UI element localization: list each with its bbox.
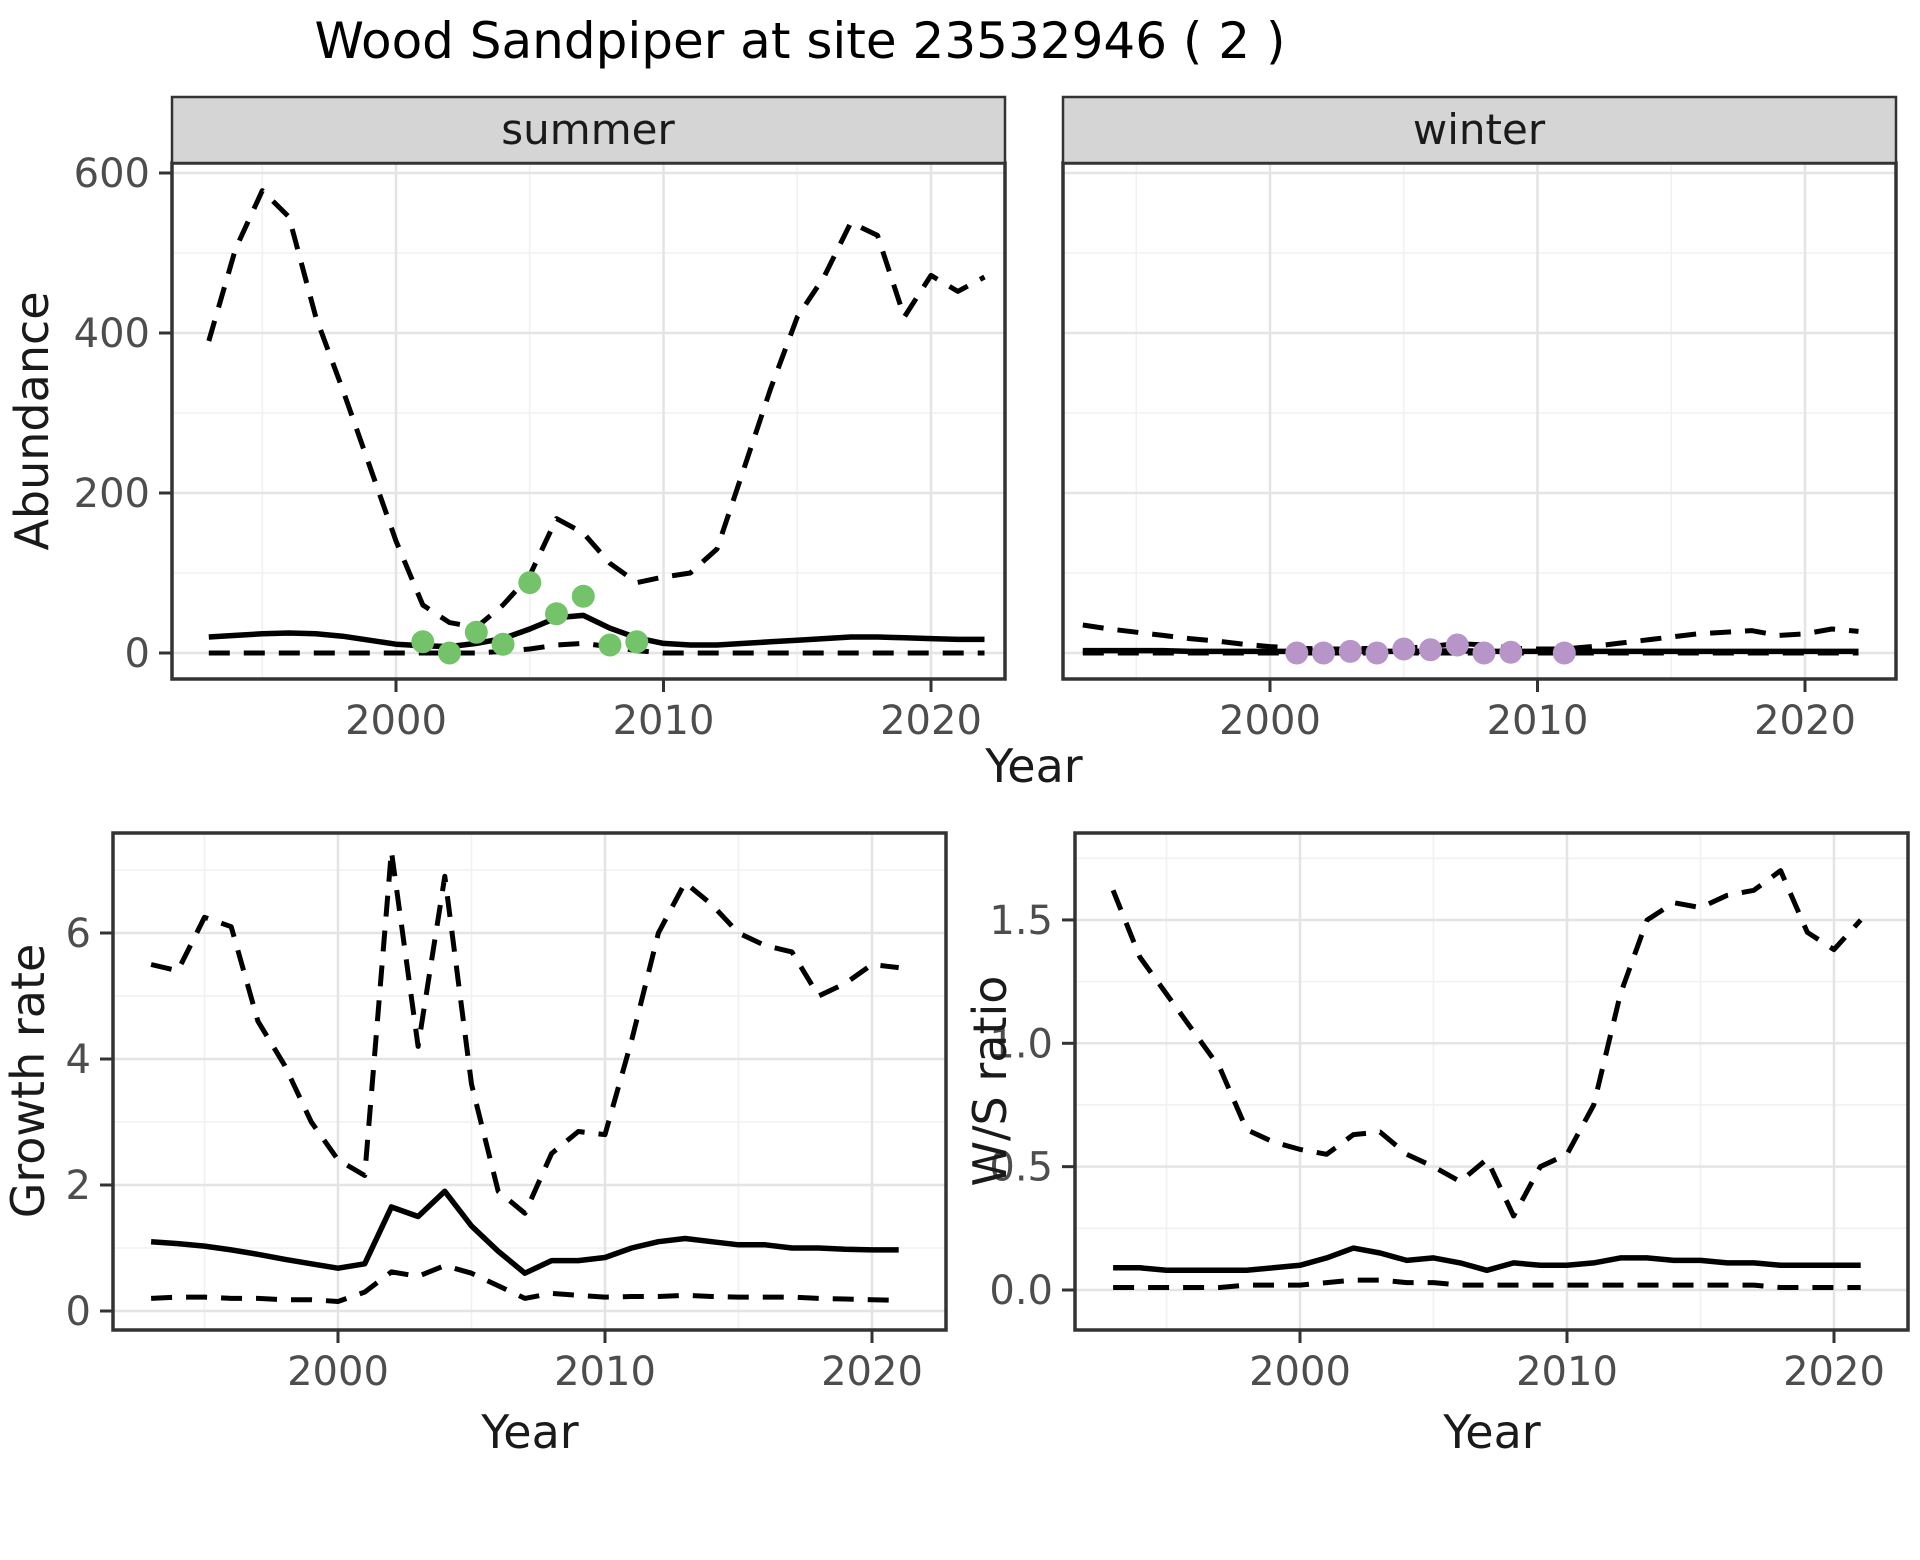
- panel-background: [1075, 833, 1908, 1330]
- x-tick-label: 2010: [1487, 698, 1589, 744]
- ws_ratio-panel: 0.0 0.5 1.0 1.5 2000 2010 2020: [989, 831, 1910, 1395]
- y-tick-label: 6: [66, 911, 91, 957]
- observation-point: [1338, 639, 1362, 663]
- panel-border: [111, 831, 948, 1332]
- y-tick-label: 1.0: [989, 1021, 1053, 1067]
- y-tick-label: 2: [66, 1163, 91, 1209]
- x-tick-label: 2020: [1754, 698, 1856, 744]
- facet-strip: [170, 95, 1007, 165]
- observation-point: [464, 620, 488, 644]
- year-axis-title-bottom-left: Year: [480, 1405, 578, 1459]
- x-tick-label: 2000: [345, 698, 447, 744]
- observation-point: [1552, 641, 1576, 665]
- panel-background: [113, 833, 946, 1330]
- observation-point: [598, 633, 622, 657]
- year-axis-title-top: Year: [984, 739, 1082, 793]
- facet-strip: [1061, 95, 1898, 165]
- observation-point: [1419, 638, 1442, 662]
- lower-95ci-line: [1113, 1277, 1861, 1290]
- median-line: [1113, 1245, 1861, 1274]
- y-tick-label: 4: [66, 1037, 91, 1083]
- year-axis-title-bottom-right: Year: [1442, 1405, 1540, 1459]
- observation-point: [1472, 641, 1496, 665]
- observation-point: [571, 584, 595, 608]
- observation-point: [411, 630, 435, 654]
- lower-95ci-line: [150, 1263, 899, 1304]
- growth_rate-panel: 0 2 4 6 2000 2010 2020: [66, 831, 948, 1395]
- y-tick-label: 0: [66, 1289, 91, 1335]
- observation-point: [491, 632, 515, 656]
- facet-strip-label-summer: summer: [501, 105, 675, 154]
- observation-point: [1445, 633, 1469, 657]
- upper-95ci-line: [1082, 622, 1859, 652]
- x-tick-label: 2000: [1249, 1349, 1351, 1395]
- observation-point: [1392, 637, 1416, 661]
- upper-95ci-line: [1110, 868, 1863, 1219]
- y-tick-label: 0: [125, 631, 150, 677]
- figure-title: Wood Sandpiper at site 23532946 ( 2 ): [314, 12, 1285, 70]
- lower-95ci-line: [208, 640, 985, 656]
- observation-point: [545, 602, 568, 626]
- median-line: [208, 612, 985, 650]
- observation-point: [625, 630, 649, 654]
- observation-point: [518, 571, 542, 595]
- x-tick-label: 2000: [1219, 698, 1321, 744]
- growth-rate-axis-title: Growth rate: [1, 944, 55, 1219]
- chart-render-layer: 0 200 400 600 2000 2010 2020 2000 2010 2020 0 2 4 6 20…: [66, 95, 1910, 1395]
- x-tick-label: 2020: [821, 1349, 923, 1395]
- facet-strip-label-winter: winter: [1413, 105, 1546, 154]
- observation-point: [1499, 640, 1523, 664]
- y-tick-label: 0.5: [989, 1145, 1053, 1191]
- x-tick-label: 2010: [613, 698, 715, 744]
- ws-ratio-axis-title: W/S ratio: [963, 976, 1017, 1187]
- observation-point: [1285, 641, 1309, 665]
- x-tick-label: 2010: [554, 1349, 656, 1395]
- x-tick-label: 2020: [880, 698, 982, 744]
- x-tick-label: 2010: [1516, 1349, 1618, 1395]
- x-tick-label: 2000: [287, 1349, 389, 1395]
- upper-95ci-line: [206, 188, 986, 630]
- observation-point: [438, 641, 461, 665]
- y-tick-label: 600: [74, 151, 150, 197]
- y-tick-label: 400: [74, 311, 150, 357]
- y-tick-label: 0.0: [989, 1268, 1053, 1314]
- upper-95ci-line: [150, 848, 899, 1216]
- panel-border: [1073, 831, 1910, 1332]
- observation-point: [1312, 641, 1335, 665]
- observation-point: [1365, 641, 1389, 665]
- abundance_winter-panel: 2000 2010 2020: [1061, 95, 1898, 744]
- abundance_summer-panel: 0 200 400 600 2000 2010 2020: [74, 95, 1007, 744]
- y-tick-label: 200: [74, 471, 150, 517]
- panel-background: [1063, 163, 1896, 679]
- x-tick-label: 2020: [1783, 1349, 1885, 1395]
- abundance-axis-title: Abundance: [5, 291, 59, 550]
- median-line: [150, 1188, 899, 1276]
- y-tick-label: 1.5: [989, 898, 1053, 944]
